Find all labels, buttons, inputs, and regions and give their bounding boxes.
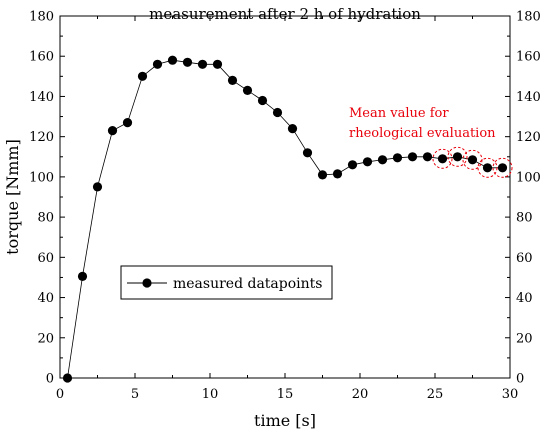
annotation: Mean value for rheological evaluation xyxy=(349,106,496,141)
x-tick-label: 20 xyxy=(352,387,369,402)
x-tick-labels: 0 5 10 15 20 25 30 xyxy=(56,387,518,402)
data-point xyxy=(227,75,238,85)
data-point xyxy=(377,155,388,165)
data-point xyxy=(362,157,373,167)
y-tick-label-right: 40 xyxy=(516,291,533,306)
y-tick-label-right: 80 xyxy=(516,211,533,226)
data-point xyxy=(422,152,433,162)
data-point xyxy=(392,153,403,163)
data-point xyxy=(317,170,328,180)
x-tick-label: 10 xyxy=(202,387,219,402)
x-tick-label: 0 xyxy=(56,387,64,402)
y-tick-label-left: 60 xyxy=(37,251,54,266)
y-tick-label-left: 180 xyxy=(29,10,54,25)
y-tick-label-right: 140 xyxy=(516,90,541,105)
data-point xyxy=(347,160,358,170)
highlight-circle xyxy=(492,157,513,178)
data-point xyxy=(497,163,508,173)
series-measured-datapoints xyxy=(62,55,508,383)
x-axis-title: time [s] xyxy=(254,411,316,430)
data-point xyxy=(482,163,493,173)
y-tick-label-left: 100 xyxy=(29,170,54,185)
data-point xyxy=(302,148,313,158)
y-tick-labels-left: 0 20 40 60 80 100 120 140 160 180 xyxy=(29,10,54,387)
data-point xyxy=(122,118,133,128)
annotation-line-2: rheological evaluation xyxy=(349,126,496,141)
legend: measured datapoints xyxy=(120,265,333,300)
data-point xyxy=(137,71,148,81)
y-tick-label-right: 60 xyxy=(516,251,533,266)
legend-entry-label: measured datapoints xyxy=(173,276,322,292)
y-tick-label-left: 0 xyxy=(46,372,54,387)
data-point xyxy=(167,55,178,65)
y-tick-label-left: 140 xyxy=(29,90,54,105)
data-point xyxy=(92,182,103,192)
y-tick-label-left: 120 xyxy=(29,130,54,145)
data-point xyxy=(437,154,448,164)
data-point xyxy=(62,373,73,383)
data-point xyxy=(287,124,298,134)
x-tick-label: 30 xyxy=(502,387,519,402)
data-point xyxy=(107,126,118,136)
y-axis-title: torque [Nmm] xyxy=(3,139,22,255)
y-tick-label-left: 40 xyxy=(37,291,54,306)
chart-title: measurement after 2 h of hydration xyxy=(149,5,421,23)
x-tick-label: 5 xyxy=(131,387,139,402)
data-point xyxy=(77,271,88,281)
data-point xyxy=(257,95,268,106)
data-point xyxy=(272,107,283,118)
highlight-circle xyxy=(462,149,483,170)
data-point xyxy=(452,152,463,162)
y-tick-label-right: 20 xyxy=(516,331,533,346)
y-tick-label-left: 160 xyxy=(29,50,54,65)
highlight-circle xyxy=(432,148,453,169)
y-tick-label-left: 20 xyxy=(37,331,54,346)
axis-ticks xyxy=(59,15,511,379)
y-tick-label-right: 120 xyxy=(516,130,541,145)
data-point xyxy=(182,57,193,67)
data-point xyxy=(242,85,253,95)
x-tick-label: 15 xyxy=(277,387,294,402)
data-point xyxy=(212,59,223,69)
x-tick-label: 25 xyxy=(427,387,444,402)
data-point xyxy=(332,169,343,179)
y-tick-labels-right: 0 20 40 60 80 100 120 140 160 180 xyxy=(516,10,541,387)
data-point xyxy=(467,155,478,165)
y-tick-label-right: 100 xyxy=(516,170,541,185)
y-tick-label-right: 180 xyxy=(516,10,541,25)
plot-frame xyxy=(59,15,511,379)
data-point xyxy=(197,59,208,69)
highlight-circle xyxy=(447,146,468,167)
annotation-line-1: Mean value for xyxy=(349,106,449,121)
y-tick-label-right: 160 xyxy=(516,50,541,65)
legend-marker-sample xyxy=(142,278,152,288)
y-tick-label-left: 80 xyxy=(37,211,54,226)
data-point xyxy=(407,152,418,162)
data-point xyxy=(152,59,163,69)
y-tick-label-right: 0 xyxy=(516,372,524,387)
mean-value-highlights xyxy=(432,146,513,178)
highlight-circle xyxy=(477,157,498,178)
